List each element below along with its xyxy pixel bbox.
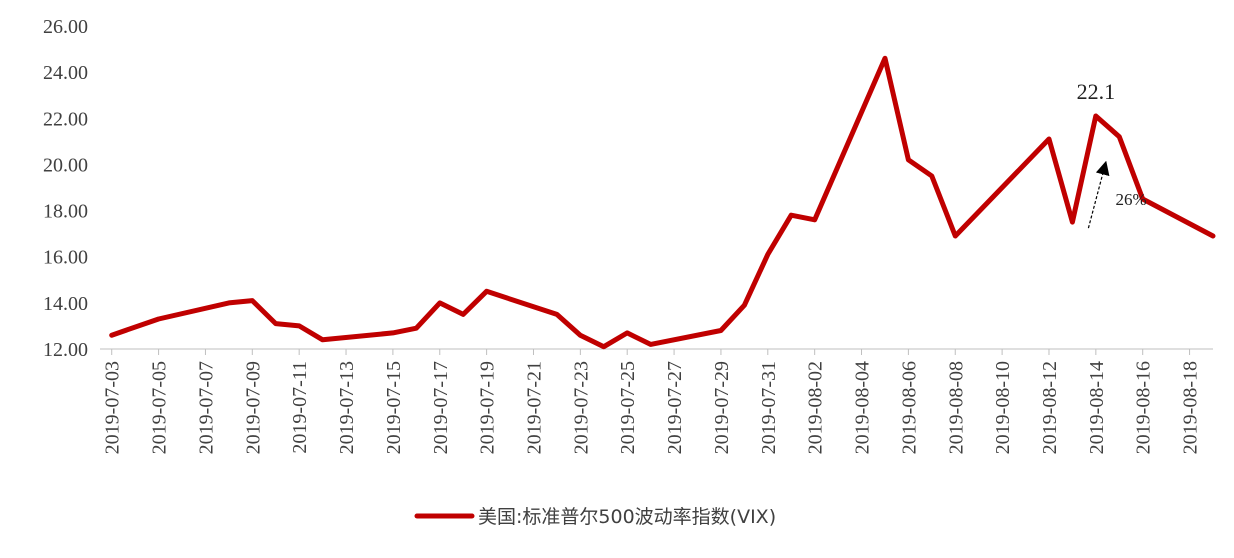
annotation-layer: 22.1 26%: [1077, 79, 1147, 229]
x-tick-label: 2019-07-21: [523, 361, 545, 454]
y-tick-label: 16.00: [43, 247, 88, 269]
x-tick-label: 2019-07-31: [758, 361, 780, 454]
x-tick-label: 2019-07-19: [477, 361, 499, 454]
legend-label: 美国:标准普尔500波动率指数(VIX): [478, 506, 776, 528]
x-tick-label: 2019-07-25: [617, 361, 639, 454]
x-tick-label: 2019-08-16: [1133, 361, 1155, 454]
x-axis: 2019-07-03 2019-07-05 2019-07-07 2019-07-09…: [100, 348, 1213, 454]
y-axis: 12.00 14.00 16.00 18.00 20.00 22.00 24.00 26.00: [43, 16, 88, 361]
y-tick-label: 26.00: [43, 16, 88, 38]
x-tick-label: 2019-07-13: [336, 361, 358, 454]
x-tick-label: 2019-07-05: [149, 361, 171, 454]
x-tick-label: 2019-08-10: [992, 361, 1014, 454]
y-tick-label: 12.00: [43, 339, 88, 361]
x-tick-label: 2019-07-03: [102, 361, 124, 454]
y-tick-label: 22.00: [43, 108, 88, 130]
x-tick-label: 2019-07-29: [711, 361, 733, 454]
legend: 美国:标准普尔500波动率指数(VIX): [414, 506, 776, 528]
x-tick-label: 2019-08-18: [1180, 361, 1202, 454]
y-tick-label: 18.00: [43, 201, 88, 223]
x-tick-label: 2019-07-17: [430, 361, 452, 454]
x-tick-label: 2019-07-15: [383, 361, 405, 454]
x-tick-label: 2019-07-07: [195, 361, 217, 454]
y-tick-label: 20.00: [43, 154, 88, 176]
y-tick-label: 14.00: [43, 293, 88, 315]
x-tick-label: 2019-08-14: [1086, 361, 1108, 454]
x-tick-label: 2019-08-02: [805, 361, 827, 454]
x-tick-label: 2019-08-06: [898, 361, 920, 454]
x-tick-label: 2019-07-09: [242, 361, 264, 454]
x-tick-label: 2019-07-27: [664, 361, 686, 454]
series-layer: [109, 55, 1216, 350]
increase-percent-label: 26%: [1116, 190, 1147, 209]
x-tick-label: 2019-08-04: [852, 361, 874, 454]
increase-arrow: [1087, 160, 1110, 229]
vix-series-line: [109, 55, 1216, 350]
y-tick-label: 24.00: [43, 62, 88, 84]
x-tick-label: 2019-07-23: [570, 361, 592, 454]
x-tick-label: 2019-08-08: [945, 361, 967, 454]
x-tick-label: 2019-07-11: [289, 361, 311, 454]
x-tick-label: 2019-08-12: [1039, 361, 1061, 454]
peak-value-label: 22.1: [1077, 79, 1116, 104]
